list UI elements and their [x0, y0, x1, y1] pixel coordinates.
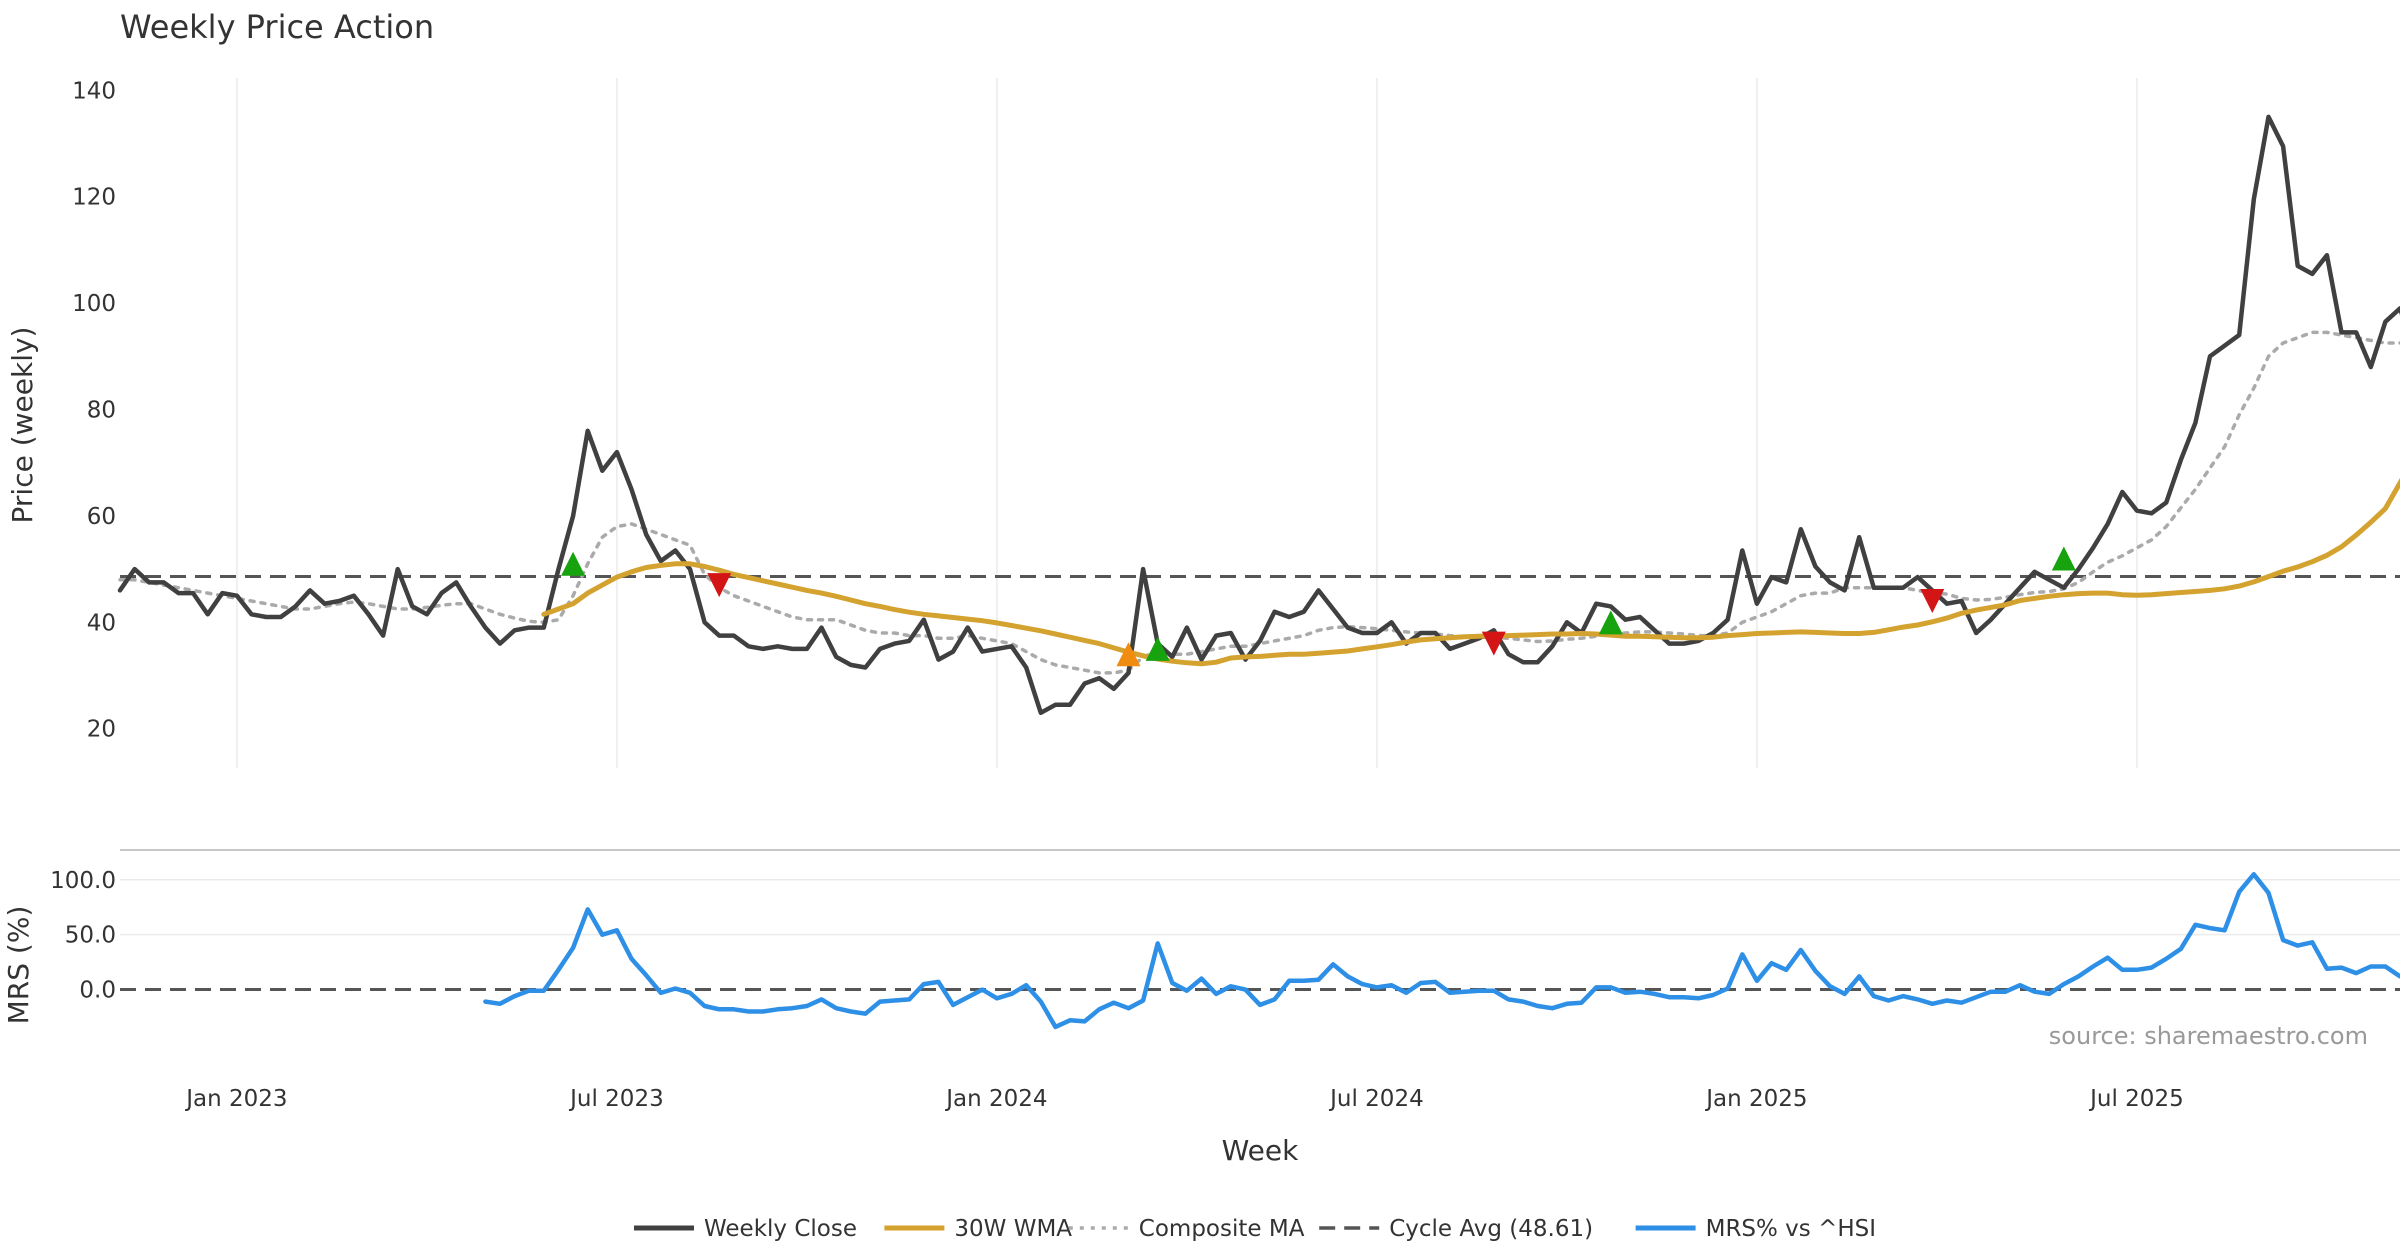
mrs-y-axis: 0.0 50.0 100.0 [50, 868, 116, 1004]
mrs-axis-label: MRS (%) [2, 906, 35, 1025]
x-tick-label: Jul 2024 [1328, 1086, 1424, 1112]
x-tick-label: Jan 2024 [944, 1086, 1047, 1112]
signal-markers [561, 546, 2076, 667]
price-y-tick-label: 60 [87, 504, 116, 530]
price-y-tick-label: 40 [87, 610, 116, 636]
price-y-tick-label: 80 [87, 398, 116, 424]
legend-label: 30W WMA [954, 1216, 1072, 1242]
buy-signal-marker [1598, 610, 1623, 635]
mrs-series [120, 872, 2400, 1030]
price-axis-label: Price (weekly) [6, 327, 39, 524]
weekly-close-line [117, 114, 2400, 716]
x-tick-label: Jan 2025 [1704, 1086, 1807, 1112]
wma-30w-line [541, 477, 2400, 667]
x-axis-ticks: Jan 2023 Jul 2023 Jan 2024 Jul 2024 Jan 2025… [184, 1086, 2183, 1112]
x-axis-label: Week [1222, 1134, 1299, 1167]
x-tick-label: Jul 2025 [2088, 1086, 2184, 1112]
buy-signal-marker [561, 551, 586, 576]
mrs-line [483, 872, 2400, 1030]
buy-signal-marker [2051, 546, 2076, 571]
mrs-y-tick-label: 50.0 [65, 923, 116, 949]
legend: Weekly Close 30W WMA Composite MA Cycle Avg… [634, 1216, 1876, 1242]
mrs-grid [120, 849, 2400, 936]
chart-title: Weekly Price Action [120, 8, 434, 46]
legend-label: MRS% vs ^HSI [1706, 1216, 1876, 1242]
sell-signal-marker [1920, 589, 1945, 614]
buy-signal-marker [1145, 636, 1170, 661]
legend-label: Cycle Avg (48.61) [1389, 1216, 1593, 1242]
price-y-tick-label: 20 [87, 717, 116, 743]
price-y-tick-label: 140 [72, 78, 116, 104]
source-credit: source: sharemaestro.com [2049, 1022, 2368, 1050]
sell-signal-marker [1481, 631, 1506, 656]
x-tick-label: Jan 2023 [184, 1086, 287, 1112]
mrs-y-tick-label: 100.0 [50, 868, 116, 894]
price-grid [236, 78, 2138, 768]
price-series [117, 114, 2400, 716]
price-y-axis: 20 40 60 80 100 120 140 [72, 78, 116, 742]
legend-label: Weekly Close [704, 1216, 857, 1242]
price-y-tick-label: 120 [72, 185, 116, 211]
legend-label: Composite MA [1139, 1216, 1305, 1242]
mrs-y-tick-label: 0.0 [79, 978, 116, 1004]
composite-ma-line [118, 330, 2400, 675]
price-y-tick-label: 100 [72, 291, 116, 317]
x-tick-label: Jul 2023 [568, 1086, 664, 1112]
caution-signal-marker [1116, 642, 1141, 667]
sell-signal-marker [707, 573, 732, 598]
